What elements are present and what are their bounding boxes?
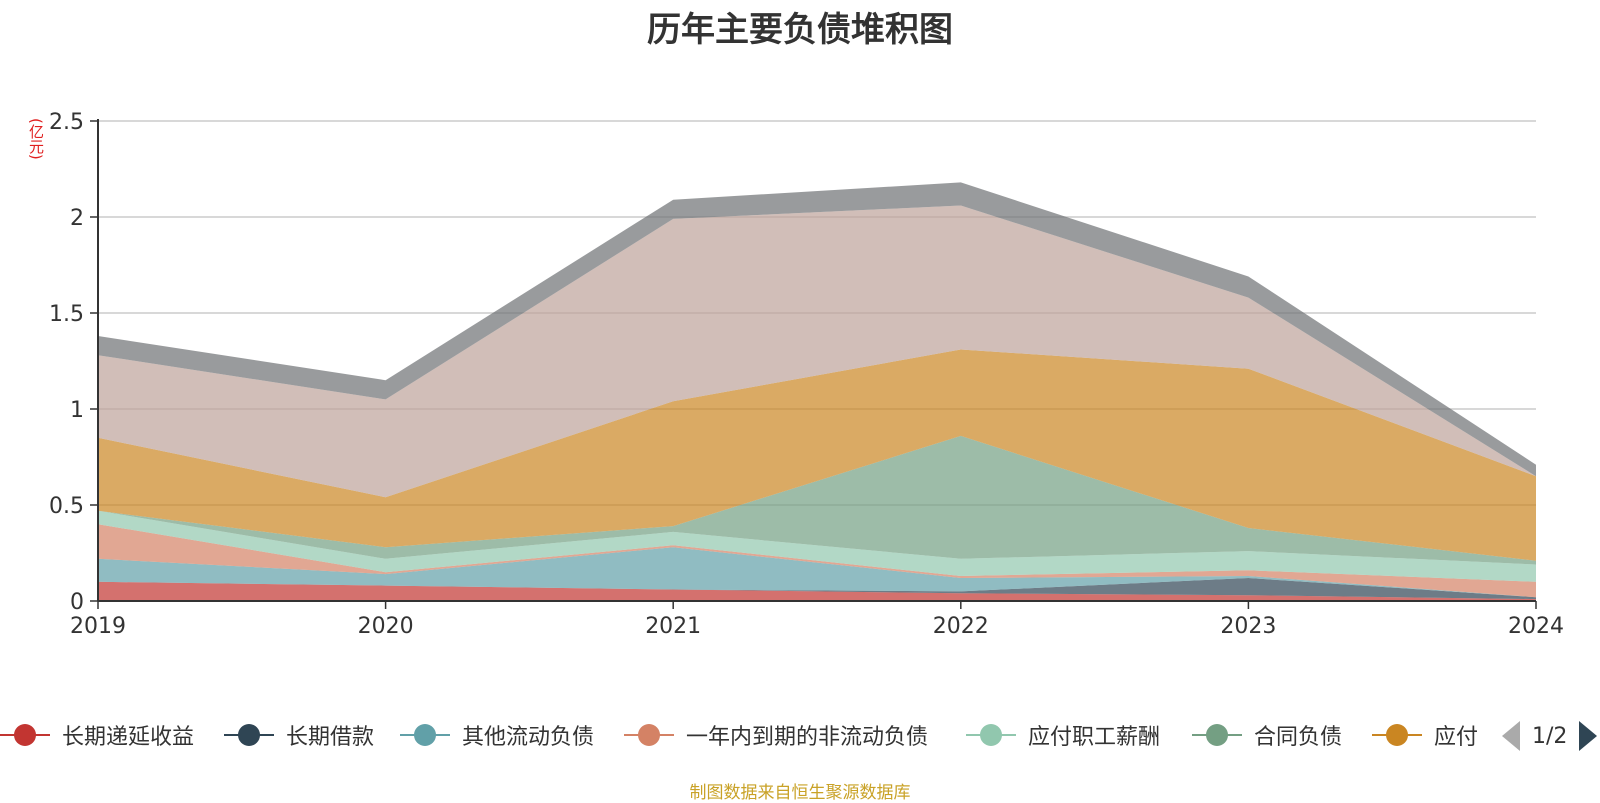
area-series-7 — [98, 205, 1536, 498]
tick-labels: 0 0.5 1 1.5 2 2.5 2019 2020 2021 2022 2023 2024 — [49, 110, 1564, 639]
legend-item[interactable]: 其他流动负债 — [400, 718, 594, 752]
y-tick-label: 2 — [70, 206, 84, 231]
y-tick-label: 0.5 — [49, 494, 84, 519]
pager-text: 1/2 — [1532, 723, 1568, 749]
legend-marker-icon — [624, 720, 674, 750]
chart-title: 历年主要负债堆积图 — [647, 10, 953, 50]
legend: 长期递延收益 长期借款 其他流动负债 一年内到期的非流动负债 应付职工薪酬 合同负债 应付 — [0, 718, 1600, 752]
legend-marker-icon — [0, 720, 50, 750]
area-series-3 — [98, 524, 1536, 598]
legend-marker-icon — [224, 720, 274, 750]
area-series-2 — [98, 547, 1536, 598]
legend-item[interactable]: 应付 — [1372, 718, 1478, 752]
legend-item[interactable]: 应付职工薪酬 — [966, 718, 1160, 752]
area-series-1 — [98, 578, 1536, 600]
legend-label: 一年内到期的非流动负债 — [686, 725, 929, 750]
area-series-layer — [98, 182, 1536, 601]
y-tick-label: 1 — [70, 398, 84, 423]
legend-label: 长期借款 — [286, 725, 375, 750]
legend-item[interactable]: 长期借款 — [224, 718, 374, 752]
previous-page-icon[interactable] — [1502, 721, 1520, 751]
legend-label: 其他流动负债 — [462, 725, 595, 750]
area-series-4 — [98, 510, 1536, 582]
area-series-5 — [98, 435, 1536, 565]
y-tick-label: 1.5 — [49, 302, 84, 327]
x-tick-label: 2021 — [645, 614, 701, 639]
next-page-icon[interactable] — [1579, 721, 1598, 751]
x-tick-label: 2022 — [933, 614, 989, 639]
legend-pager: 1/2 — [1502, 719, 1598, 753]
legend-label: 合同负债 — [1254, 725, 1343, 750]
legend-marker-icon — [400, 720, 450, 750]
x-tick-label: 2020 — [358, 614, 414, 639]
legend-label: 应付 — [1434, 725, 1479, 750]
area-series-8 — [98, 182, 1536, 477]
source-note: 制图数据来自恒生聚源数据库 — [689, 783, 911, 803]
legend-item[interactable]: 合同负债 — [1192, 718, 1342, 752]
legend-marker-icon — [966, 720, 1016, 750]
y-axis-unit-label: (亿元) — [27, 118, 45, 160]
axes — [90, 119, 1537, 609]
legend-marker-icon — [1192, 720, 1242, 750]
chart-plot: 0 0.5 1 1.5 2 2.5 2019 2020 2021 2022 2023 2024 — [49, 110, 1564, 639]
legend-item[interactable]: 一年内到期的非流动负债 — [624, 718, 928, 752]
x-tick-label: 2024 — [1508, 614, 1564, 639]
x-tick-label: 2023 — [1220, 614, 1276, 639]
y-tick-label: 0 — [70, 590, 84, 615]
legend-label: 长期递延收益 — [62, 725, 195, 750]
legend-marker-icon — [1372, 720, 1422, 750]
x-tick-label: 2019 — [70, 614, 126, 639]
area-series-0 — [98, 581, 1536, 601]
y-tick-label: 2.5 — [49, 110, 84, 135]
legend-item[interactable]: 长期递延收益 — [0, 718, 194, 752]
legend-label: 应付职工薪酬 — [1028, 725, 1161, 750]
area-series-6 — [98, 349, 1536, 561]
